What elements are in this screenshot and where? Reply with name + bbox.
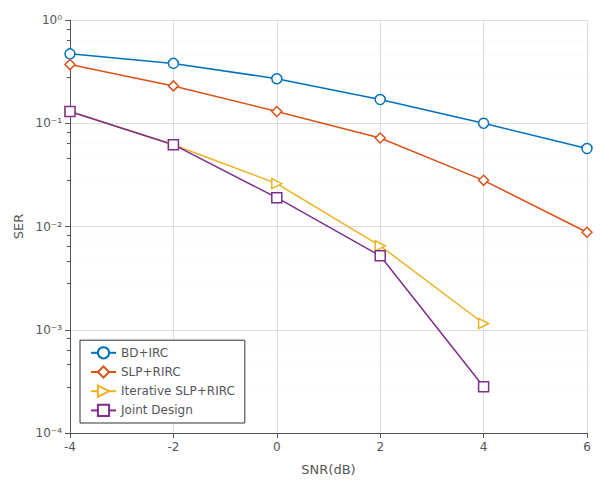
svg-text:SLP+RIRC: SLP+RIRC <box>121 365 181 379</box>
svg-text:Joint Design: Joint Design <box>120 403 193 417</box>
svg-text:SNR(dB): SNR(dB) <box>301 462 355 477</box>
svg-text:10⁻³: 10⁻³ <box>36 323 63 337</box>
svg-text:Iterative SLP+RIRC: Iterative SLP+RIRC <box>121 384 235 398</box>
svg-text:-2: -2 <box>167 440 179 454</box>
svg-text:6: 6 <box>583 440 591 454</box>
svg-text:2: 2 <box>376 440 384 454</box>
svg-text:BD+IRC: BD+IRC <box>121 346 168 360</box>
svg-text:10⁻²: 10⁻² <box>36 220 63 234</box>
svg-text:10⁻⁴: 10⁻⁴ <box>36 426 63 440</box>
svg-text:10⁻¹: 10⁻¹ <box>36 116 63 130</box>
svg-text:0: 0 <box>273 440 281 454</box>
svg-text:10⁰: 10⁰ <box>42 13 62 27</box>
svg-text:-4: -4 <box>64 440 76 454</box>
svg-text:SER: SER <box>11 214 26 240</box>
svg-text:4: 4 <box>480 440 488 454</box>
